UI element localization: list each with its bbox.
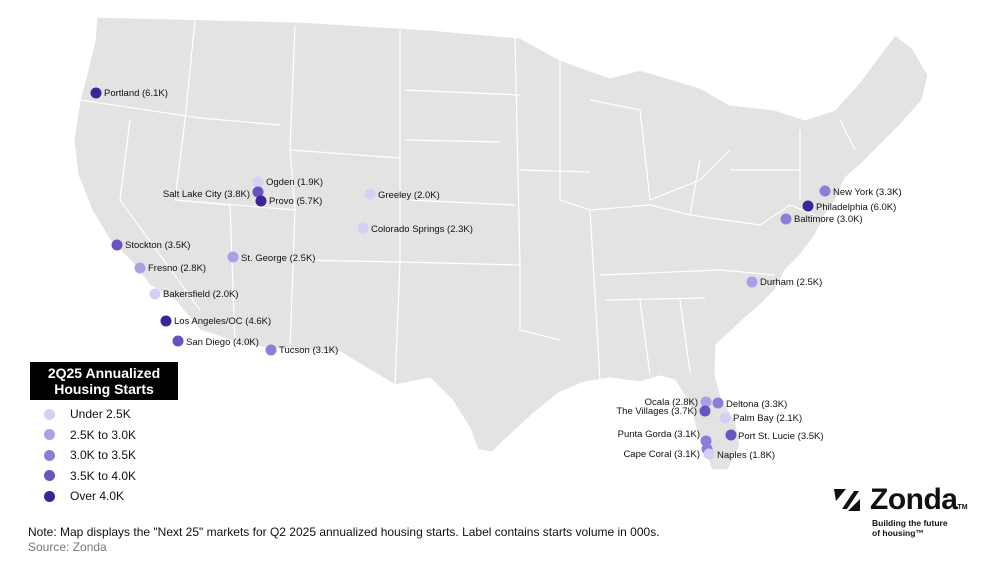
market-label: Palm Bay (2.1K) [733,413,802,424]
legend-swatch [44,429,55,441]
market-marker [746,276,758,288]
logo-tagline-line2: of housing™ [872,528,924,538]
market-label: Punta Gorda (3.1K) [618,429,700,440]
logo-tagline-line1: Building the future [872,518,948,528]
market-marker [712,397,724,409]
market-marker [725,429,737,441]
market-marker [357,222,369,234]
legend-label: Over 4.0K [70,489,125,504]
market-marker [252,186,264,198]
legend-title-line2: Housing Starts [54,381,154,397]
market-marker [90,87,102,99]
market-label: Provo (5.7K) [269,196,322,207]
market-label: Naples (1.8K) [717,450,775,461]
legend-item: 3.0K to 3.5K [30,445,178,466]
market-label: Ocala (2.8K) [645,397,698,408]
legend-swatch [44,408,55,420]
market-label: Durham (2.5K) [760,277,822,288]
market-marker [149,288,161,300]
market-label: Cape Coral (3.1K) [623,449,700,460]
legend-swatch [44,490,55,502]
legend-label: Under 2.5K [70,407,131,422]
market-label: Portland (6.1K) [104,88,168,99]
market-marker [364,188,376,200]
market-marker [252,176,264,188]
legend-item: Over 4.0K [30,486,178,507]
market-marker [700,435,712,447]
map-note: Note: Map displays the "Next 25" markets… [28,525,660,539]
legend-swatch [44,449,55,461]
market-label: Fresno (2.8K) [148,263,206,274]
market-marker [802,200,814,212]
market-label: Los Angeles/OC (4.6K) [174,316,271,327]
zonda-logo: Zonda TM Building the future of housing™ [832,484,968,538]
legend-title-line1: 2Q25 Annualized [47,365,161,381]
legend-item: Under 2.5K [30,404,178,425]
market-label: San Diego (4.0K) [186,337,259,348]
market-label: St. George (2.5K) [241,253,315,264]
market-label: Port St. Lucie (3.5K) [738,431,824,442]
legend: 2Q25 Annualized Housing Starts Under 2.5… [30,362,178,507]
market-label: Philadelphia (6.0K) [816,202,896,213]
market-marker [700,396,712,408]
market-label: Colorado Springs (2.3K) [371,224,473,235]
market-label: Ogden (1.9K) [266,177,323,188]
market-label: Baltimore (3.0K) [794,214,863,225]
legend-title: 2Q25 Annualized Housing Starts [30,362,178,400]
market-label: Greeley (2.0K) [378,190,440,201]
legend-label: 3.0K to 3.5K [70,448,137,463]
market-label: Deltona (3.3K) [726,399,787,410]
market-marker [172,335,184,347]
legend-swatch [44,470,55,482]
logo-tagline: Building the future of housing™ [872,518,968,538]
legend-label: 2.5K to 3.0K [70,427,137,442]
legend-label: 3.5K to 4.0K [70,468,137,483]
market-marker [134,262,146,274]
logo-wordmark: Zonda [870,483,958,516]
market-marker [703,448,715,460]
market-marker [111,239,123,251]
market-marker [227,251,239,263]
market-marker [819,185,831,197]
market-label: Salt Lake City (3.8K) [163,189,250,200]
market-marker [780,213,792,225]
market-marker [255,195,267,207]
map-landmass [73,16,929,471]
market-marker [719,412,731,424]
market-label: Tucson (3.1K) [279,345,338,356]
legend-item: 2.5K to 3.0K [30,425,178,446]
source-note: Source: Zonda [28,540,107,554]
state-borders [79,19,856,386]
market-label: The Villages (3.7K) [616,406,697,417]
logo-trademark: TM [957,503,968,511]
zonda-mark-icon [834,489,860,511]
legend-item: 3.5K to 4.0K [30,466,178,487]
market-label: New York (3.3K) [833,187,902,198]
market-marker [699,405,711,417]
market-label: Bakersfield (2.0K) [163,289,239,300]
market-label: Stockton (3.5K) [125,240,190,251]
us-landmass [73,16,929,471]
market-marker [265,344,277,356]
market-marker [160,315,172,327]
market-markers: Portland (6.1K) Ogden (1.9K) Salt Lake Cit… [90,87,902,461]
